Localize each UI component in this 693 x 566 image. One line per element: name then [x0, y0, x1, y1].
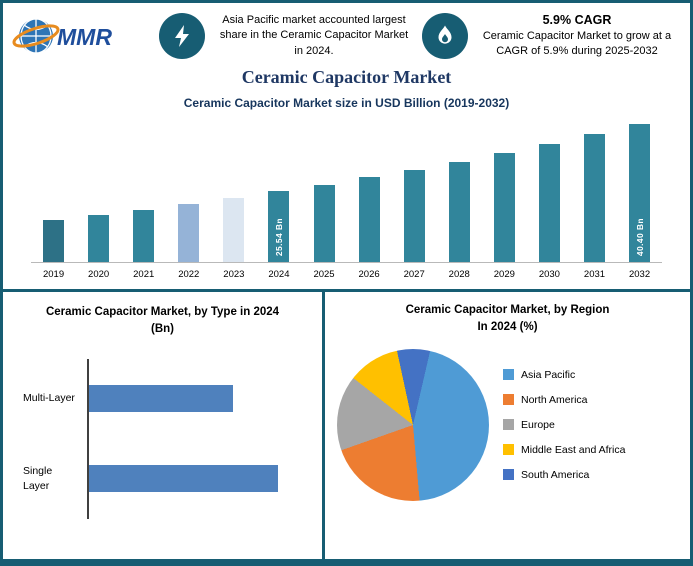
bar-2028	[448, 162, 470, 262]
bar-column-2022	[166, 204, 211, 262]
legend-item-1: North America	[503, 394, 625, 406]
page-title: Ceramic Capacitor Market	[241, 67, 452, 87]
mmr-logo: MMR	[11, 9, 137, 63]
legend-swatch-3	[503, 444, 514, 455]
year-label-2022: 2022	[178, 269, 200, 280]
bar-2022	[178, 204, 200, 262]
legend-item-3: Middle East and Africa	[503, 444, 625, 456]
legend-swatch-2	[503, 419, 514, 430]
cagr-text-block: 5.9% CAGR Ceramic Capacitor Market to gr…	[478, 13, 676, 60]
flame-icon	[422, 13, 468, 59]
legend-label-1: North America	[521, 393, 588, 406]
bar-2026	[358, 177, 380, 262]
bar-column-2021	[121, 210, 166, 262]
bar-column-2020	[76, 215, 121, 262]
market-size-bars: 25.54 Bn 40.40 Bn	[31, 124, 662, 262]
type-bar-1	[89, 465, 279, 492]
cagr-text: Ceramic Capacitor Market to grow at a CA…	[482, 29, 672, 57]
bar-column-2028	[437, 162, 482, 262]
year-label-2020: 2020	[88, 269, 110, 280]
bar-column-2031	[572, 134, 617, 262]
legend-label-3: Middle East and Africa	[521, 443, 626, 456]
bar-value-label-2024: 25.54 Bn	[273, 217, 284, 256]
year-label-2031: 2031	[583, 269, 606, 280]
lightning-icon	[159, 12, 205, 59]
bar-value-label-2032: 40.40 Bn	[634, 217, 645, 256]
highlight-callout: Asia Pacific market accounted largest sh…	[159, 12, 413, 59]
highlight-text: Asia Pacific market accounted largest sh…	[219, 13, 409, 57]
type-chart-plot: Multi-Layer Single Layer	[11, 355, 314, 523]
bar-column-2025	[301, 185, 346, 262]
bar-2027	[403, 170, 425, 262]
bar-column-2019	[31, 220, 76, 262]
mmr-logo-graphic: MMR	[12, 18, 112, 54]
year-label-2019: 2019	[42, 269, 65, 280]
market-size-x-axis: 2019 2020 2021 2022 2023 2024 2025 2026 2027 2028…	[31, 262, 662, 280]
bar-column-2023	[211, 198, 256, 262]
year-label-2023: 2023	[223, 269, 245, 280]
legend-swatch-0	[503, 369, 514, 380]
legend-label-4: South America	[521, 468, 590, 481]
region-chart-title-line1: Ceramic Capacitor Market, by Region	[405, 304, 610, 316]
year-label-2025: 2025	[313, 269, 335, 280]
bar-2023	[223, 198, 245, 262]
region-chart-title-line2: In 2024 (%)	[477, 321, 538, 334]
type-category-label-0: Multi-Layer	[23, 392, 75, 405]
type-bar-cell-1	[87, 438, 298, 519]
legend-item-4: South America	[503, 469, 625, 481]
year-label-2021: 2021	[133, 269, 155, 280]
bar-column-2029	[482, 153, 527, 262]
legend-swatch-1	[503, 394, 514, 405]
bar-2020	[88, 215, 110, 262]
region-chart-title: Ceramic Capacitor Market, by Region In 2…	[331, 302, 684, 337]
cagr-value: 5.9% CAGR	[542, 12, 612, 27]
legend-label-0: Asia Pacific	[521, 368, 576, 381]
bottom-row: Ceramic Capacitor Market, by Type in 202…	[3, 289, 690, 559]
market-size-chart-title: Ceramic Capacitor Market size in USD Bil…	[183, 96, 510, 110]
bar-2019	[43, 220, 65, 262]
year-label-2030: 2030	[538, 269, 560, 280]
bar-column-2024: 25.54 Bn	[256, 191, 301, 262]
type-chart-title: Ceramic Capacitor Market, by Type in 202…	[45, 306, 280, 336]
type-bar-cell-0	[87, 358, 298, 439]
type-category-label-1: Single Layer	[23, 465, 53, 492]
market-size-chart: Ceramic Capacitor Market size in USD Bil…	[3, 96, 690, 280]
region-pie-chart	[337, 348, 489, 501]
type-chart-panel: Ceramic Capacitor Market, by Type in 202…	[3, 292, 325, 559]
bar-column-2026	[347, 177, 392, 262]
type-row-1: Single Layer	[23, 438, 298, 519]
bar-2029	[493, 153, 515, 262]
type-row-0: Multi-Layer	[23, 358, 298, 439]
year-label-2032: 2032	[628, 269, 651, 280]
bar-2024: 25.54 Bn	[268, 191, 290, 262]
logo-text: MMR	[57, 24, 112, 50]
type-bar-0	[89, 385, 233, 412]
region-pie-wrap: Asia Pacific North America Europe Middle Ea…	[331, 348, 684, 501]
year-label-2026: 2026	[358, 269, 380, 280]
cagr-callout: 5.9% CAGR Ceramic Capacitor Market to gr…	[422, 13, 676, 60]
header: MMR Asia Pacific market accounted larges…	[3, 3, 690, 63]
region-chart-panel: Ceramic Capacitor Market, by Region In 2…	[325, 292, 690, 559]
legend-swatch-4	[503, 469, 514, 480]
bar-2021	[133, 210, 155, 262]
year-label-2024: 2024	[268, 269, 290, 280]
bar-2025	[313, 185, 335, 262]
legend-item-0: Asia Pacific	[503, 369, 625, 381]
bar-column-2027	[392, 170, 437, 262]
bar-2032: 40.40 Bn	[629, 124, 651, 262]
bar-column-2032: 40.40 Bn	[617, 124, 662, 262]
bar-2031	[583, 134, 605, 262]
year-label-2027: 2027	[403, 269, 425, 280]
year-label-2028: 2028	[448, 269, 470, 280]
year-label-2029: 2029	[493, 269, 515, 280]
legend-item-2: Europe	[503, 419, 625, 431]
region-pie-legend: Asia Pacific North America Europe Middle Ea…	[503, 369, 625, 481]
bar-column-2030	[527, 144, 572, 262]
legend-label-2: Europe	[521, 418, 555, 431]
bar-2030	[538, 144, 560, 262]
